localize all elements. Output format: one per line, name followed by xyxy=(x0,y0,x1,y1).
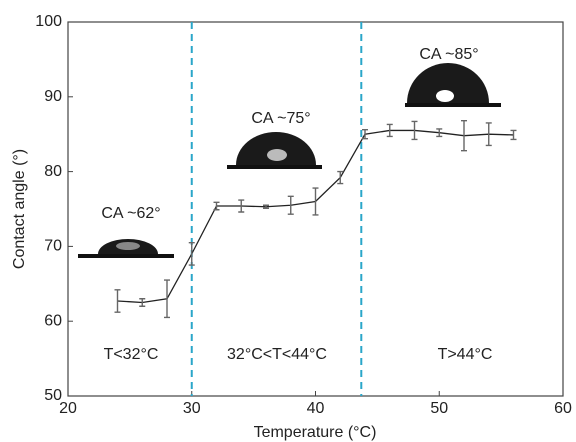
region-label: 32°C<T<44°C xyxy=(227,346,327,363)
region-label: T<32°C xyxy=(104,346,159,363)
error-bar xyxy=(386,123,393,138)
error-bar xyxy=(263,204,269,209)
y-tick-label: 90 xyxy=(44,88,62,105)
error-bar xyxy=(312,187,319,216)
region-label: T>44°C xyxy=(438,346,493,363)
annotation: CA ~85° xyxy=(419,46,478,63)
error-bar xyxy=(164,279,170,319)
y-tick-label: 100 xyxy=(35,13,62,30)
droplet-85 xyxy=(405,63,501,107)
error-bar xyxy=(114,289,121,313)
error-bar xyxy=(213,201,220,211)
error-bar xyxy=(461,120,467,152)
error-bar xyxy=(362,129,368,140)
x-axis-label: Temperature (°C) xyxy=(254,424,377,441)
droplet-75 xyxy=(227,132,322,169)
y-tick-label: 60 xyxy=(44,312,62,329)
x-tick-label: 20 xyxy=(59,400,77,417)
droplet-62 xyxy=(78,239,174,258)
error-bar xyxy=(337,170,344,185)
error-bar xyxy=(238,199,245,213)
series-line xyxy=(117,129,514,304)
annotation: CA ~75° xyxy=(251,110,310,127)
y-tick-label: 70 xyxy=(44,238,62,255)
error-bar xyxy=(139,298,146,307)
error-bar xyxy=(188,241,195,266)
y-tick-label: 50 xyxy=(44,387,62,404)
error-bar xyxy=(510,129,517,141)
error-bar xyxy=(411,120,418,141)
x-tick-label: 40 xyxy=(307,400,325,417)
y-axis-label: Contact angle (°) xyxy=(11,149,28,269)
x-tick-label: 60 xyxy=(554,400,572,417)
error-bar xyxy=(436,128,443,138)
y-tick-label: 80 xyxy=(44,163,62,180)
error-bar xyxy=(287,195,294,215)
error-bar xyxy=(485,122,492,147)
x-tick-label: 30 xyxy=(183,400,201,417)
annotation: CA ~62° xyxy=(101,205,160,222)
x-tick-label: 50 xyxy=(430,400,448,417)
